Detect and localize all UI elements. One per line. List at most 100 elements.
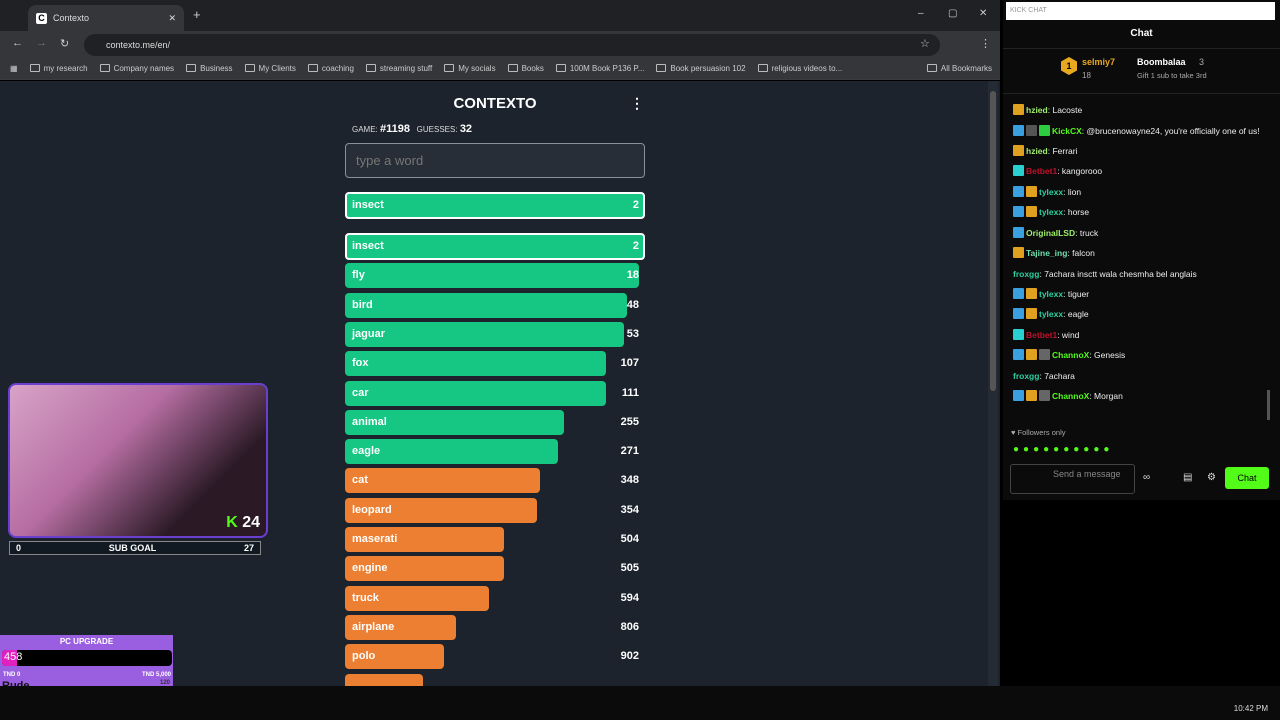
- guesses-label: GUESSES:: [416, 125, 458, 134]
- bookmark-item[interactable]: Books: [508, 64, 544, 73]
- bookmark-star-icon[interactable]: ☆: [920, 38, 930, 50]
- chat-badge-icon: [1013, 185, 1024, 197]
- bookmark-item[interactable]: religious videos to...: [758, 64, 843, 73]
- game-label: GAME:: [352, 125, 378, 134]
- chat-badge-icon: [1013, 104, 1024, 115]
- chat-username[interactable]: tylexx: [1039, 309, 1064, 319]
- chat-username[interactable]: froxgg: [1013, 370, 1040, 381]
- chat-username[interactable]: tylexx: [1039, 207, 1064, 217]
- send-chat-button[interactable]: Chat: [1225, 467, 1269, 489]
- browser-menu-icon[interactable]: ⋮: [980, 38, 991, 50]
- chat-username[interactable]: Betbet1: [1026, 166, 1058, 176]
- chat-username[interactable]: KickCX: [1052, 125, 1082, 136]
- bookmark-item[interactable]: All Bookmarks: [927, 64, 992, 73]
- similarity-bar: [345, 263, 639, 289]
- pc-upgrade-progress: 458: [2, 650, 172, 666]
- new-tab-button[interactable]: +: [193, 7, 201, 22]
- chat-username[interactable]: Tajine_ing: [1026, 248, 1068, 258]
- infinity-icon[interactable]: ∞: [1143, 472, 1151, 483]
- settings-icon[interactable]: ⚙: [1207, 472, 1216, 483]
- reload-icon[interactable]: ↻: [60, 38, 70, 50]
- chat-badge-icon: [1039, 124, 1050, 136]
- similarity-bar: [345, 644, 444, 670]
- close-tab-icon[interactable]: ✕: [168, 12, 176, 23]
- chat-text: wind: [1061, 329, 1080, 340]
- chat-message-input[interactable]: Send a message: [1010, 464, 1135, 494]
- bookmark-item[interactable]: Business: [186, 64, 232, 73]
- forward-icon[interactable]: →: [36, 37, 47, 49]
- guess-word: airplane: [352, 620, 395, 633]
- maximize-button[interactable]: ▢: [948, 8, 958, 19]
- gift-leaderboard: 1 selmiy7 18 Boombalaa 3 Gift 1 sub to t…: [1003, 48, 1280, 94]
- tab-contexto[interactable]: C Contexto ✕: [28, 5, 184, 31]
- similarity-bar: [345, 192, 645, 219]
- guess-rank: 594: [620, 591, 639, 604]
- similarity-bar: [345, 468, 540, 494]
- chat-badge-icon: [1013, 287, 1024, 299]
- chat-text: @brucenowayne24, you're officially one o…: [1086, 125, 1260, 136]
- chat-username[interactable]: tylexx: [1039, 186, 1064, 197]
- bookmark-item[interactable]: coaching: [308, 64, 354, 73]
- kebab-menu-icon[interactable]: ⋮: [630, 95, 644, 111]
- game-stats: GAME: #1198 GUESSES: 32: [352, 123, 472, 135]
- pc-min: TND 0: [3, 672, 21, 678]
- bookmark-item[interactable]: My socials: [444, 64, 495, 73]
- guess-word: fly: [352, 269, 365, 282]
- chat-badge-icon: [1013, 226, 1024, 238]
- guess-row: engine 505: [345, 556, 645, 582]
- chat-username[interactable]: froxgg: [1013, 268, 1040, 279]
- bookmark-item[interactable]: My Clients: [245, 64, 296, 73]
- url-input[interactable]: contexto.me/en/: [84, 34, 940, 56]
- close-window-button[interactable]: ✕: [979, 8, 988, 19]
- chat-badge-icon: [1026, 390, 1037, 401]
- chat-username[interactable]: hzied: [1026, 105, 1048, 115]
- guess-rank: 505: [620, 562, 639, 575]
- guess-rank: 111: [621, 386, 639, 399]
- chat-text: Genesis: [1094, 350, 1126, 360]
- apps-icon[interactable]: ▦: [10, 64, 18, 73]
- chat-username[interactable]: ChannoX: [1052, 350, 1090, 360]
- back-icon[interactable]: ←: [12, 37, 23, 49]
- chat-message: hzied: Ferrari: [1013, 141, 1268, 162]
- guess-rank: 348: [620, 474, 639, 487]
- chat-username[interactable]: hzied: [1026, 145, 1048, 156]
- bookmark-item[interactable]: Company names: [100, 64, 174, 73]
- chat-text: kangorooo: [1061, 166, 1103, 176]
- minimize-button[interactable]: –: [918, 8, 924, 19]
- guess-row: fox 107: [345, 351, 645, 377]
- pc-upgrade-value: 458: [4, 651, 23, 663]
- bookmark-item[interactable]: Book persuasion 102: [656, 64, 745, 73]
- chat-messages: hzied: Lacoste KickCX: @brucenowayne24, y…: [1013, 100, 1268, 407]
- guess-row: jaguar 53: [345, 321, 645, 347]
- store-icon[interactable]: ▤: [1183, 472, 1193, 483]
- emote-bar[interactable]: ●●●●●●●●●●: [1013, 444, 1114, 455]
- chat-badge-icon: [1039, 390, 1050, 401]
- scrollbar-thumb[interactable]: [990, 91, 996, 391]
- bookmark-item[interactable]: my research: [30, 64, 88, 73]
- chat-message: Tajine_ing: falcon: [1013, 243, 1268, 264]
- guess-row: polo 902: [345, 644, 645, 670]
- guess-row: airplane 806: [345, 614, 645, 640]
- bookmark-item[interactable]: 100M Book P136 P...: [556, 64, 645, 73]
- chat-badge-icon: [1026, 287, 1037, 299]
- chat-username[interactable]: ChannoX: [1052, 391, 1090, 401]
- rank-1-badge: 1: [1061, 57, 1077, 75]
- chat-badge-icon: [1039, 349, 1050, 360]
- chat-username[interactable]: tylexx: [1039, 288, 1064, 299]
- bookmark-item[interactable]: streaming stuff: [366, 64, 432, 73]
- contexto-favicon-icon: C: [36, 12, 47, 24]
- chat-scrollbar[interactable]: [1267, 390, 1270, 420]
- guess-row: maserati 504: [345, 527, 645, 552]
- guess-word: animal: [352, 415, 387, 428]
- chat-username[interactable]: OriginalLSD: [1026, 227, 1076, 238]
- guess-row: insect 2: [345, 192, 645, 219]
- chat-badge-icon: [1013, 165, 1024, 176]
- chat-text: lion: [1067, 186, 1082, 197]
- word-input[interactable]: type a word: [345, 143, 645, 178]
- guess-word: bird: [352, 298, 373, 311]
- leader-1-name: selmiy7: [1082, 57, 1116, 67]
- sub-goal-min: 0: [16, 543, 22, 553]
- bookmarks-bar: ▦ my research Company names Business My Cli…: [0, 58, 1000, 80]
- chat-username[interactable]: Betbet1: [1026, 329, 1058, 340]
- similarity-bar: [345, 556, 504, 582]
